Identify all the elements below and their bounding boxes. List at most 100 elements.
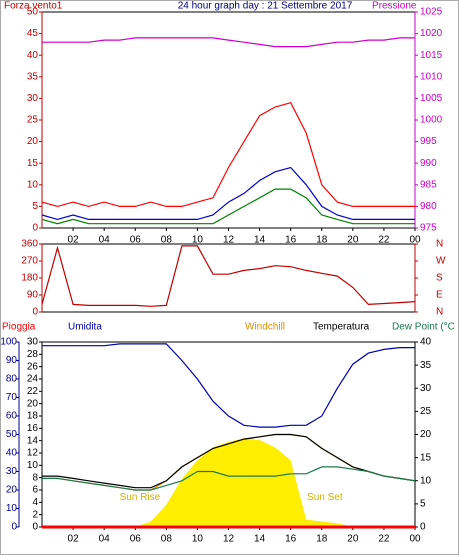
y-tick-label: 15 bbox=[27, 158, 39, 169]
y-tick-label: 270 bbox=[21, 256, 38, 267]
y2-tick-label: 20 bbox=[420, 429, 432, 440]
y2-tick-label: 995 bbox=[420, 136, 437, 147]
y2-tick-label: 1015 bbox=[420, 50, 443, 61]
annotation: Sun Set bbox=[307, 492, 343, 503]
x-tick-label: 10 bbox=[192, 235, 204, 246]
y2-tick-label: N bbox=[436, 239, 443, 250]
y3-tick-label: 30 bbox=[27, 337, 39, 348]
x-tick-label: 00 bbox=[409, 235, 421, 246]
y3-tick-label: 2 bbox=[32, 509, 38, 520]
y-tick-label: 0 bbox=[32, 307, 38, 318]
y-tick-label: 30 bbox=[27, 93, 39, 104]
x-tick-label: 10 bbox=[192, 534, 204, 545]
y3-tick-label: 26 bbox=[27, 361, 39, 372]
y-tick-label: 45 bbox=[27, 28, 39, 39]
y2-tick-label: 1010 bbox=[420, 71, 443, 82]
y2-tick-label: 990 bbox=[420, 158, 437, 169]
area bbox=[42, 438, 415, 527]
pressure-axis-title: Pressione bbox=[372, 1, 417, 12]
y-tick-label: 60 bbox=[6, 411, 18, 422]
x-tick-label: 22 bbox=[378, 235, 390, 246]
x-tick-label: 06 bbox=[130, 235, 142, 246]
annotation: Sun Rise bbox=[120, 492, 161, 503]
y3-tick-label: 22 bbox=[27, 386, 39, 397]
plot-area bbox=[41, 11, 416, 229]
y2-tick-label: 25 bbox=[420, 406, 432, 417]
y-tick-label: 10 bbox=[6, 503, 18, 514]
y3-tick-label: 28 bbox=[27, 349, 39, 360]
x-tick-label: 12 bbox=[223, 235, 235, 246]
y-tick-label: 360 bbox=[21, 239, 38, 250]
y2-tick-label: 10 bbox=[420, 475, 432, 486]
line bbox=[41, 166, 415, 221]
x-tick-label: 00 bbox=[409, 534, 421, 545]
y2-tick-label: 30 bbox=[420, 383, 432, 394]
y3-tick-label: 24 bbox=[27, 374, 39, 385]
y-tick-label: 50 bbox=[27, 7, 39, 18]
y3-tick-label: 20 bbox=[27, 398, 39, 409]
y2-tick-label: S bbox=[436, 273, 443, 284]
x-tick-label: 06 bbox=[130, 534, 142, 545]
y-tick-label: 100 bbox=[0, 337, 17, 348]
x-tick-label: 20 bbox=[347, 235, 359, 246]
x-tick-label: 16 bbox=[285, 534, 297, 545]
legend-entry: Temperatura bbox=[313, 322, 370, 333]
y-tick-label: 40 bbox=[6, 448, 18, 459]
legend-entry: Pioggia bbox=[2, 322, 36, 333]
x-tick-label: 22 bbox=[378, 534, 390, 545]
x-tick-label: 16 bbox=[285, 235, 297, 246]
x-tick-label: 02 bbox=[68, 235, 80, 246]
y-tick-label: 5 bbox=[32, 201, 38, 212]
y2-tick-label: 0 bbox=[420, 522, 426, 533]
y-tick-label: 20 bbox=[27, 136, 39, 147]
y-tick-label: 30 bbox=[6, 466, 18, 477]
wind-axis-title: Forza vento1 bbox=[4, 1, 63, 12]
x-tick-label: 08 bbox=[161, 534, 173, 545]
y-tick-label: 25 bbox=[27, 115, 39, 126]
y-tick-label: 90 bbox=[6, 355, 18, 366]
y2-tick-label: 15 bbox=[420, 452, 432, 463]
y-tick-label: 0 bbox=[11, 522, 17, 533]
line bbox=[41, 188, 415, 225]
line bbox=[41, 101, 415, 208]
x-tick-label: 14 bbox=[254, 235, 266, 246]
y3-tick-label: 10 bbox=[27, 460, 39, 471]
line bbox=[42, 433, 416, 489]
y2-tick-label: N bbox=[436, 307, 443, 318]
x-tick-label: 04 bbox=[99, 534, 111, 545]
line bbox=[42, 343, 415, 428]
y2-tick-label: 35 bbox=[420, 360, 432, 371]
y2-tick-label: 5 bbox=[420, 499, 426, 510]
y3-tick-label: 8 bbox=[32, 472, 38, 483]
y-tick-label: 10 bbox=[27, 179, 39, 190]
y3-tick-label: 16 bbox=[27, 423, 39, 434]
y3-tick-label: 12 bbox=[27, 448, 39, 459]
y2-tick-label: 1000 bbox=[420, 115, 443, 126]
legend-entry: Umidita bbox=[68, 322, 102, 333]
x-tick-label: 04 bbox=[99, 235, 111, 246]
x-tick-label: 12 bbox=[223, 534, 235, 545]
y-tick-label: 50 bbox=[6, 429, 18, 440]
y-tick-label: 70 bbox=[6, 392, 18, 403]
y3-tick-label: 18 bbox=[27, 411, 39, 422]
plot-area bbox=[41, 243, 416, 313]
line bbox=[41, 245, 416, 307]
x-tick-label: 02 bbox=[68, 534, 80, 545]
x-tick-label: 18 bbox=[316, 534, 328, 545]
y3-tick-label: 4 bbox=[32, 497, 38, 508]
y-tick-label: 80 bbox=[6, 374, 18, 385]
y2-tick-label: 1025 bbox=[420, 7, 443, 18]
line bbox=[42, 466, 416, 491]
line bbox=[42, 37, 415, 48]
y2-tick-label: E bbox=[436, 290, 443, 301]
y2-tick-label: 1020 bbox=[420, 28, 443, 39]
y2-tick-label: W bbox=[436, 256, 446, 267]
y3-tick-label: 0 bbox=[32, 522, 38, 533]
y3-tick-label: 14 bbox=[27, 435, 39, 446]
y-tick-label: 180 bbox=[21, 273, 38, 284]
y2-tick-label: 980 bbox=[420, 201, 437, 212]
legend-entry: Windchill bbox=[245, 322, 285, 333]
legend-entry: Dew Point (°C bbox=[392, 322, 455, 333]
y2-tick-label: 40 bbox=[420, 337, 432, 348]
